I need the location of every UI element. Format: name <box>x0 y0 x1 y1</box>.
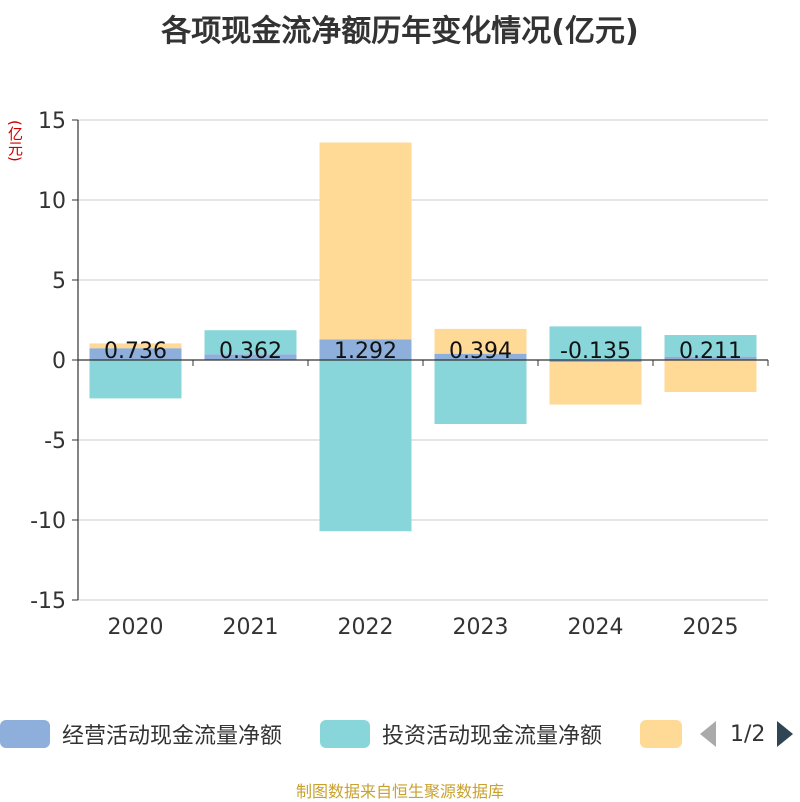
y-tick-label: 10 <box>38 189 66 214</box>
label-layer: -15 -10 -5 0 5 10 15 2020 0.736 2021 0.362 2022 1.29… <box>30 109 742 640</box>
data-label: -0.135 <box>560 339 631 364</box>
bar-layer <box>89 142 757 532</box>
bar-financing <box>664 360 757 392</box>
y-tick-label: -10 <box>30 509 66 534</box>
x-tick-label: 2022 <box>338 615 394 640</box>
bar-investing <box>204 330 297 355</box>
bar-financing <box>434 328 527 354</box>
y-tick-label: 15 <box>38 109 66 134</box>
data-source-note: 制图数据来自恒生聚源数据库 <box>295 782 504 801</box>
bar-investing <box>319 360 412 532</box>
bar-investing <box>89 360 182 399</box>
x-tick-label: 2024 <box>568 615 624 640</box>
bar-financing <box>319 142 412 340</box>
legend-item-financing[interactable] <box>640 716 694 752</box>
y-tick-label: -15 <box>30 589 66 614</box>
legend-label-investing: 投资活动现金流量净额 <box>382 724 603 749</box>
bar-investing <box>549 326 642 360</box>
bar-investing <box>434 360 527 424</box>
data-label: 0.362 <box>219 339 282 364</box>
bar-operating <box>89 348 182 360</box>
chart-title: 各项现金流净额历年变化情况(亿元) <box>161 14 639 49</box>
y-axis-unit-label: (亿元) <box>6 120 24 162</box>
x-tick-label: 2025 <box>683 615 739 640</box>
bar-financing <box>89 343 182 349</box>
legend-swatch-operating <box>0 720 50 748</box>
legend: 经营活动现金流量净额 投资活动现金流量净额 1/2 <box>0 716 800 752</box>
x-tick-label: 2020 <box>108 615 164 640</box>
data-label: 0.394 <box>449 339 512 364</box>
data-label: 0.211 <box>679 339 742 364</box>
cash-flow-bar-chart: -15 -10 -5 0 5 10 15 2020 0.736 2021 0.362 2022 1.29… <box>30 109 769 640</box>
legend-page-indicator: 1/2 <box>730 721 766 747</box>
bar-operating <box>549 360 642 363</box>
bar-operating <box>434 353 527 360</box>
data-label: 0.736 <box>104 339 167 364</box>
y-tick-label: -5 <box>44 429 66 454</box>
x-tick-label: 2023 <box>453 615 509 640</box>
y-tick-label: 5 <box>52 269 66 294</box>
bar-investing <box>664 335 757 357</box>
legend-item-operating[interactable]: 经营活动现金流量净额 <box>0 716 282 752</box>
x-tick-label: 2021 <box>223 615 279 640</box>
bar-operating <box>319 339 412 360</box>
data-label: 1.292 <box>334 339 397 364</box>
triangle-left-icon[interactable] <box>700 721 716 747</box>
axis-layer <box>72 119 769 601</box>
bar-operating <box>664 356 757 360</box>
y-tick-label: 0 <box>52 349 66 374</box>
legend-label-operating: 经营活动现金流量净额 <box>62 724 283 749</box>
legend-pager: 1/2 <box>700 716 794 752</box>
legend-swatch-investing <box>320 720 370 748</box>
triangle-right-icon[interactable] <box>777 721 794 747</box>
bar-financing <box>549 362 642 405</box>
legend-item-investing[interactable]: 投资活动现金流量净额 <box>320 716 602 752</box>
legend-swatch-financing <box>640 720 682 748</box>
bar-operating <box>204 354 297 360</box>
